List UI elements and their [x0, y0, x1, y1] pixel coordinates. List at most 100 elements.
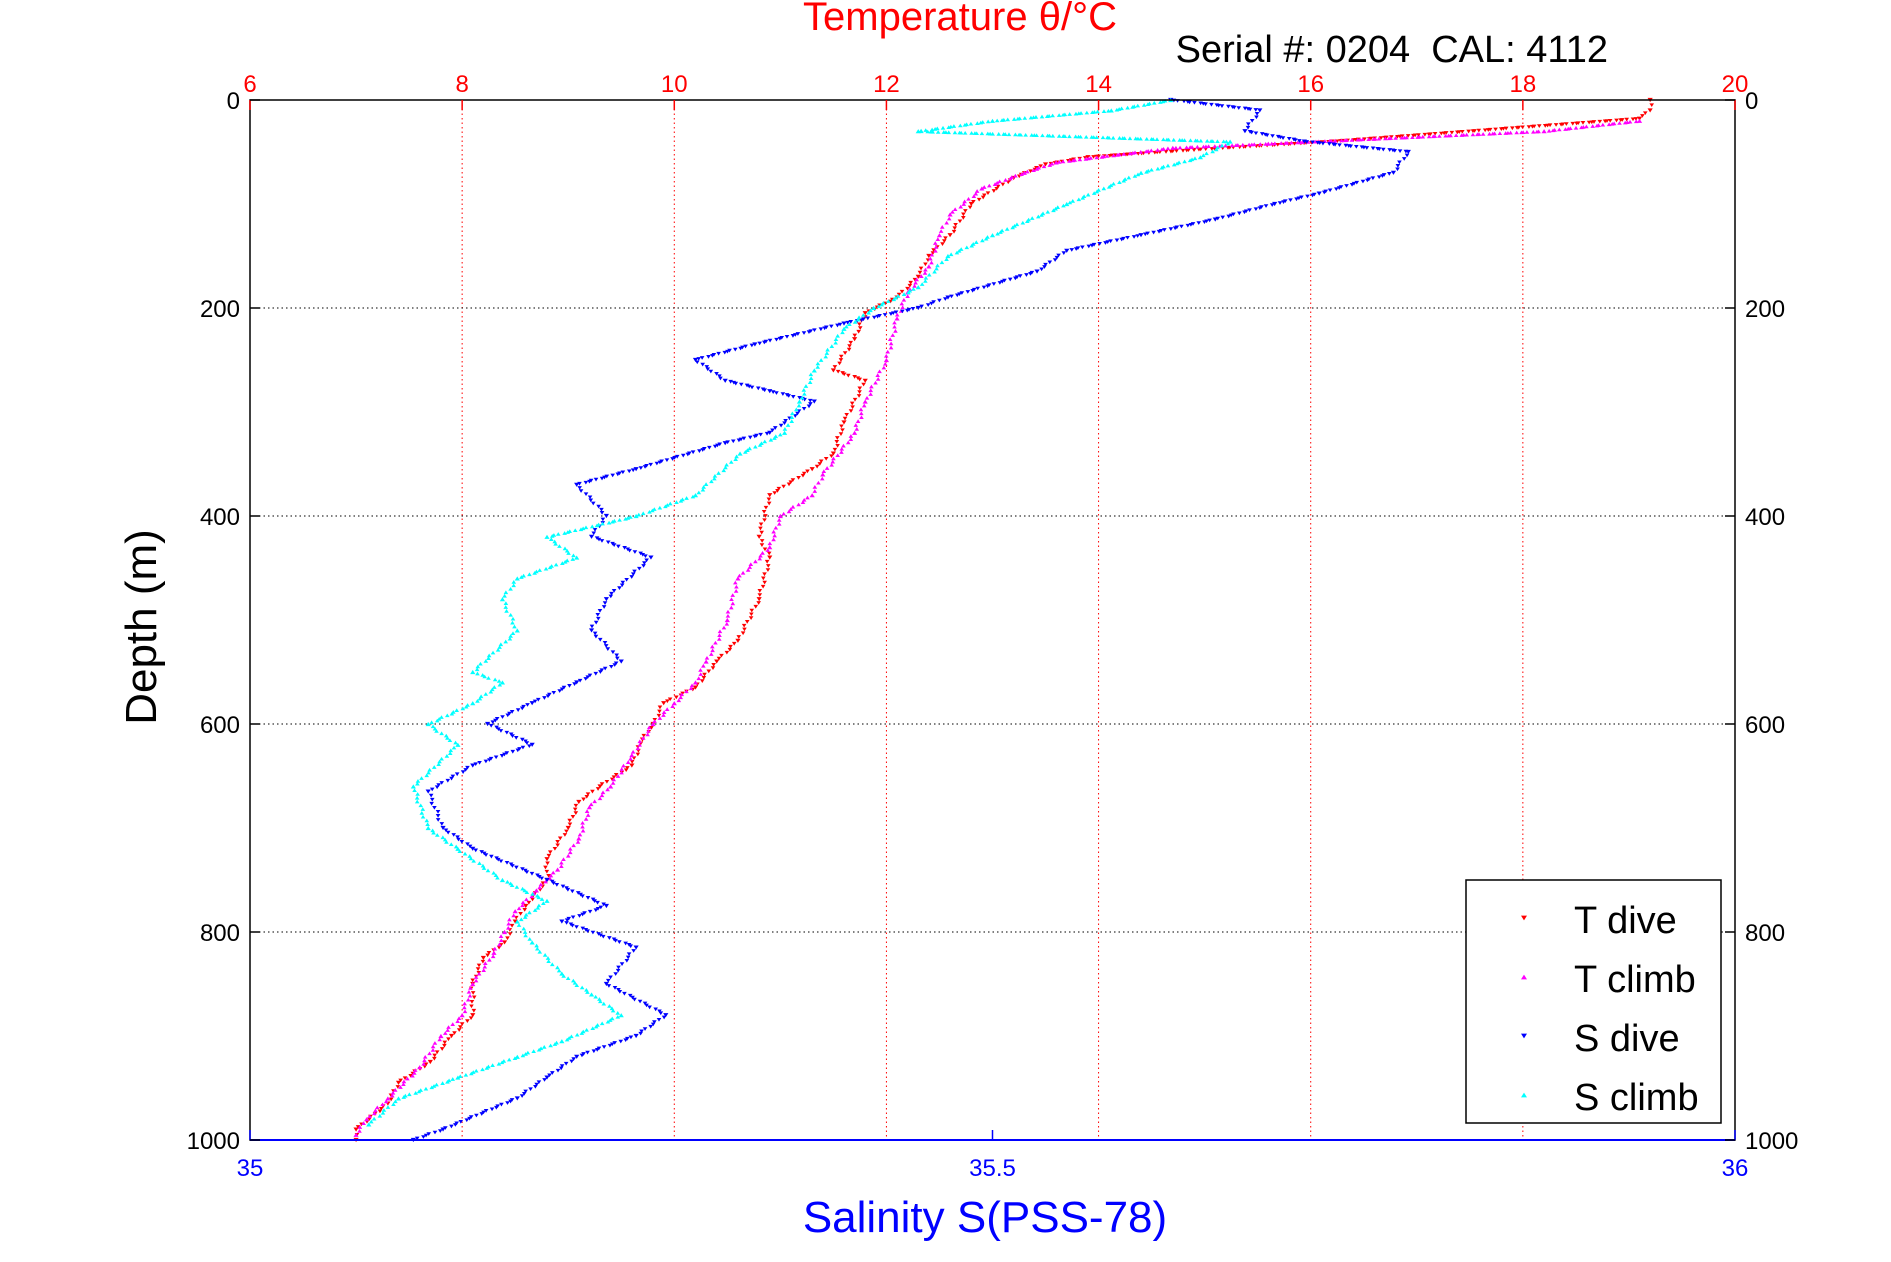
data-point [547, 1073, 552, 1078]
data-point [1171, 137, 1176, 142]
data-point [528, 1087, 533, 1091]
data-point [1295, 140, 1301, 145]
data-point [443, 828, 449, 833]
data-point [882, 361, 888, 366]
data-point [443, 1126, 448, 1130]
data-point [1630, 117, 1636, 122]
data-point [1138, 150, 1144, 154]
data-point [571, 1057, 576, 1061]
data-point [614, 653, 620, 658]
data-point [575, 891, 581, 895]
data-point [599, 1021, 605, 1026]
data-point [445, 736, 450, 740]
data-point [684, 689, 689, 694]
data-point [428, 793, 434, 798]
data-point [714, 659, 720, 664]
data-point [606, 520, 612, 525]
data-point [529, 701, 535, 706]
data-point [466, 989, 472, 994]
data-point [775, 489, 780, 493]
data-point [606, 984, 612, 988]
data-point [806, 330, 812, 334]
data-point [570, 889, 575, 894]
data-point [1091, 135, 1097, 139]
data-point [862, 311, 868, 316]
data-point [1336, 186, 1342, 190]
data-point [507, 636, 513, 641]
data-point [553, 541, 558, 546]
data-point [429, 1085, 435, 1090]
data-point [437, 1037, 442, 1042]
data-point [925, 129, 930, 134]
data-point [729, 605, 734, 610]
data-point [772, 491, 777, 495]
data-point [625, 516, 631, 520]
data-point [649, 726, 654, 730]
data-point [999, 118, 1005, 122]
data-point [692, 685, 699, 690]
data-point [604, 779, 610, 784]
data-point [544, 869, 550, 874]
data-point [700, 362, 705, 367]
data-point [510, 631, 516, 636]
data-point [1376, 175, 1382, 180]
data-point [498, 729, 504, 733]
data-point [905, 294, 910, 298]
data-point [743, 344, 748, 349]
data-point [725, 609, 731, 614]
data-point [368, 1119, 374, 1124]
data-point [413, 1091, 418, 1095]
data-point [1008, 176, 1013, 181]
data-point [811, 399, 817, 404]
data-point [1531, 129, 1536, 134]
data-point [436, 783, 441, 787]
data-point [527, 910, 532, 915]
data-point [523, 1089, 528, 1094]
data-point [1091, 155, 1096, 159]
data-point [590, 501, 596, 506]
data-point [752, 434, 758, 439]
data-point [710, 666, 716, 670]
data-point [440, 835, 446, 840]
data-point [637, 739, 643, 744]
data-point [610, 650, 616, 655]
legend-label: T climb [1574, 959, 1696, 1001]
data-point [487, 758, 492, 762]
data-point [587, 495, 593, 500]
data-point [596, 504, 601, 509]
data-point [607, 1018, 613, 1022]
data-point [1437, 134, 1442, 138]
data-point [577, 678, 583, 683]
data-point [893, 329, 898, 333]
data-point [796, 403, 802, 408]
bottom-tick-label: 36 [1722, 1155, 1749, 1182]
data-point [532, 699, 538, 704]
data-point [481, 866, 487, 870]
data-point [1002, 278, 1007, 283]
data-point [610, 519, 615, 524]
data-point [414, 795, 420, 800]
data-point [1387, 148, 1392, 152]
left-tick-label: 600 [200, 712, 240, 739]
data-point [1195, 138, 1200, 143]
data-point [527, 572, 532, 577]
data-point [766, 551, 772, 556]
data-point [1028, 115, 1034, 120]
data-point [839, 450, 844, 454]
data-point [580, 926, 586, 931]
data-point [497, 645, 502, 649]
data-point [1054, 255, 1060, 260]
data-point [841, 321, 847, 326]
data-point [524, 870, 530, 875]
data-point [470, 981, 476, 987]
data-point [470, 1013, 476, 1018]
data-point [559, 1064, 565, 1068]
data-point [589, 624, 595, 629]
data-point [1126, 175, 1132, 180]
data-point [772, 436, 777, 440]
data-point [577, 914, 582, 918]
data-point [438, 1033, 444, 1039]
data-point [520, 1053, 526, 1058]
data-point [480, 955, 486, 961]
bottom-tick-label: 35.5 [969, 1155, 1016, 1182]
